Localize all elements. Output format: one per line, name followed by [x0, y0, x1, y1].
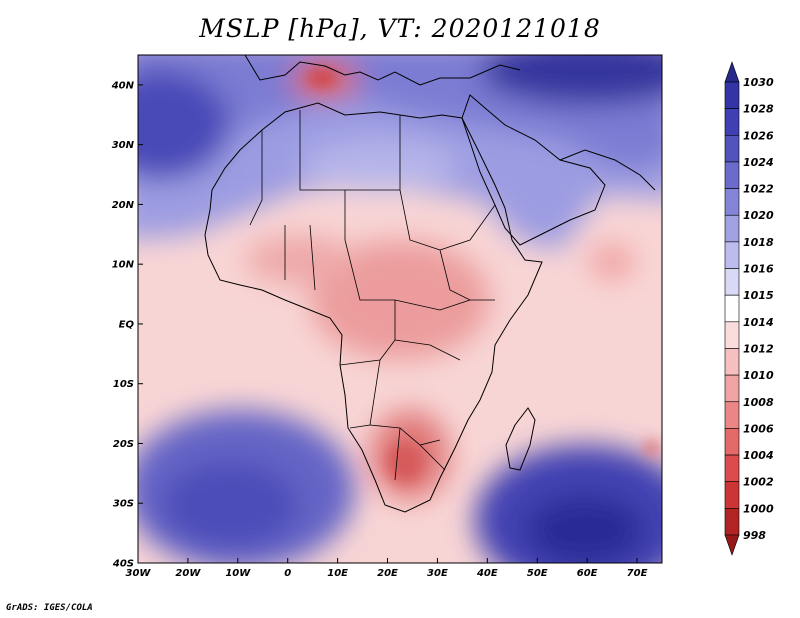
iran-india-coast — [559, 149, 656, 191]
colorbar-level-label: 1008 — [743, 396, 774, 409]
grads-credit: GrADS: IGES/COLA — [6, 603, 93, 613]
southern-africa-low-core — [387, 442, 423, 482]
y-tick-label: 20N — [112, 200, 135, 211]
africa-coastline — [204, 102, 543, 513]
south-atlantic-high-core — [160, 460, 300, 550]
x-tick-label: 30E — [427, 568, 448, 579]
europe-coastline — [244, 55, 521, 86]
colorbar-swatch — [724, 161, 740, 189]
colorbar-bottom-arrow — [724, 534, 740, 556]
y-tick-label: 30S — [113, 499, 134, 510]
mediterranean-low-core — [307, 69, 337, 87]
colorbar-swatch — [724, 214, 740, 243]
colorbar-swatch — [724, 481, 740, 509]
x-tick-label: 60E — [577, 568, 598, 579]
colorbar-swatch — [724, 348, 740, 376]
colorbar-swatch — [724, 401, 740, 429]
colorbar-level-label: 998 — [743, 529, 766, 542]
colorbar-level-label: 1004 — [743, 449, 774, 462]
colorbar-level-label: 1020 — [743, 209, 774, 222]
colorbar-swatch — [724, 81, 740, 109]
colorbar-swatch — [724, 134, 740, 163]
colorbar-level-label: 1012 — [743, 342, 774, 355]
colorbar-swatch — [724, 108, 740, 136]
colorbar-swatch — [724, 454, 740, 483]
x-axis: 30W 20W 10W 0 10E 20E 30E 40E 50E 60E 70E — [126, 558, 648, 579]
x-tick-label: 0 — [284, 568, 291, 579]
colorbar-level-label: 1024 — [743, 156, 774, 169]
colorbar-swatch — [724, 321, 740, 349]
colorbar-swatch — [724, 428, 740, 456]
colorbar-swatch — [724, 294, 740, 323]
y-tick-label: 30N — [112, 140, 135, 151]
coastlines-and-borders — [204, 55, 656, 513]
sahara-ridge — [300, 140, 460, 190]
x-tick-label: 20W — [175, 568, 201, 579]
colorbar-level-label: 1015 — [743, 289, 774, 302]
colorbar-level-label: 1006 — [743, 422, 774, 435]
colorbar-level-label: 1002 — [743, 476, 774, 489]
colorbar-level-label: 1022 — [743, 183, 774, 196]
madagascar-east-low — [644, 440, 660, 456]
x-tick-label: 20E — [377, 568, 398, 579]
madagascar-coastline — [505, 407, 536, 471]
x-tick-label: 30W — [126, 568, 152, 579]
colorbar-level-label: 1016 — [743, 263, 774, 276]
y-tick-label: EQ — [119, 319, 135, 330]
colorbar-level-label: 1000 — [743, 502, 774, 515]
west-africa-low — [245, 235, 355, 285]
atlantic-high-core — [138, 70, 230, 180]
colorbar-swatch — [724, 188, 740, 216]
colorbar-level-label: 1014 — [743, 316, 774, 329]
colorbar-level-label: 1018 — [743, 236, 774, 249]
plot-frame — [137, 54, 663, 564]
colorbar-level-label: 1030 — [743, 76, 774, 89]
country-borders — [249, 110, 496, 481]
indian-ocean-high-core — [525, 495, 645, 563]
x-tick-label: 40E — [476, 568, 498, 579]
x-tick-label: 10E — [327, 568, 348, 579]
x-tick-label: 10W — [225, 568, 251, 579]
colorbar-swatch — [724, 374, 740, 403]
colorbar-swatch — [724, 508, 740, 536]
y-tick-label: 40N — [111, 80, 135, 91]
arabian-peninsula — [461, 94, 606, 246]
colorbar-level-label: 1028 — [743, 103, 774, 116]
y-tick-label: 10S — [113, 379, 134, 390]
colorbar-swatch — [724, 268, 740, 296]
arabian-sea-low — [590, 244, 634, 280]
y-tick-label: 20S — [113, 439, 134, 450]
colorbar-level-label: 1010 — [743, 369, 774, 382]
y-axis: 40N 30N 20N 10N EQ 10S 20S 30S 40S — [111, 80, 143, 570]
colorbar-level-label: 1026 — [743, 129, 774, 142]
eurasia-high-core — [480, 55, 662, 105]
x-tick-label: 70E — [627, 568, 648, 579]
y-tick-label: 10N — [112, 260, 135, 271]
y-tick-label: 40S — [112, 559, 134, 570]
pressure-field — [138, 55, 662, 563]
x-tick-label: 50E — [527, 568, 548, 579]
map-title: MSLP [hPa], VT: 2020121018 — [199, 14, 601, 43]
colorbar-top-arrow — [724, 61, 740, 83]
colorbar: 1030 1028 1026 1024 1022 1020 1018 1016 1015 1014… — [724, 61, 774, 556]
colorbar-swatch — [724, 241, 740, 269]
